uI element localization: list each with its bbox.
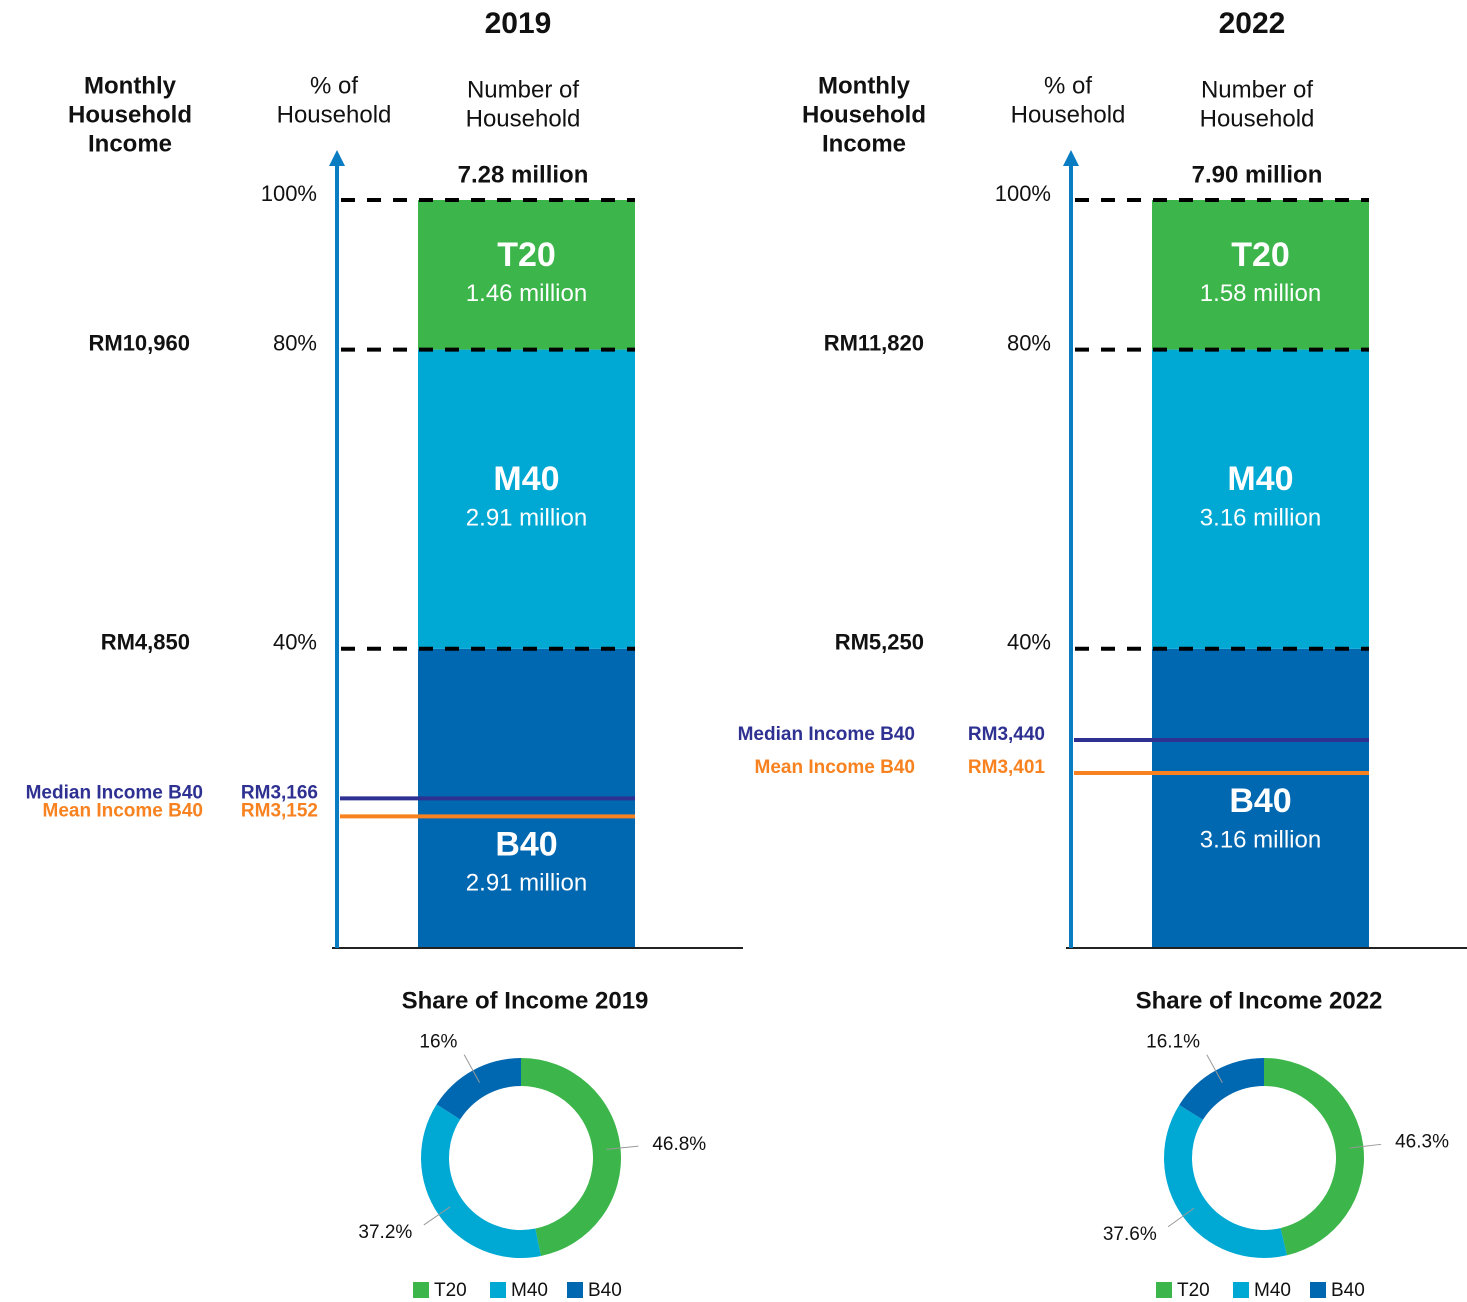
marker-name: Mean Income B40 bbox=[755, 757, 916, 778]
slice-label: 16% bbox=[419, 1031, 457, 1052]
segment-count: 2.91 million bbox=[466, 870, 587, 897]
legend-swatch bbox=[1310, 1282, 1326, 1298]
segment bbox=[1152, 648, 1369, 948]
segment-name: T20 bbox=[497, 236, 556, 274]
income-label: Income bbox=[822, 130, 906, 157]
percent-label: Household bbox=[277, 101, 392, 128]
leader-line bbox=[463, 1054, 481, 1083]
segment bbox=[1152, 200, 1369, 350]
percent-label: % of bbox=[1044, 72, 1092, 99]
percent-label: Household bbox=[1011, 101, 1126, 128]
donut-slice bbox=[521, 1058, 621, 1256]
income-label: Monthly bbox=[818, 72, 911, 99]
threshold-label: RM11,820 bbox=[824, 330, 924, 355]
y-tick-label: 100% bbox=[261, 181, 317, 206]
slice-label: 46.8% bbox=[652, 1134, 706, 1155]
segment-count: 1.58 million bbox=[1200, 280, 1321, 307]
income-label: Household bbox=[802, 101, 926, 128]
slice-label: 16.1% bbox=[1146, 1032, 1200, 1053]
count-label: Household bbox=[1200, 105, 1315, 132]
legend-label: M40 bbox=[1254, 1280, 1291, 1301]
marker-value: RM3,166 bbox=[241, 782, 318, 803]
legend-swatch bbox=[567, 1282, 583, 1298]
income-label: Monthly bbox=[84, 72, 177, 99]
year-title: 2019 bbox=[485, 7, 552, 40]
total-label: 7.90 million bbox=[1192, 161, 1323, 188]
slice-label: 46.3% bbox=[1395, 1132, 1449, 1153]
leader-line bbox=[606, 1145, 639, 1150]
leader-line bbox=[1167, 1207, 1195, 1228]
threshold-label: RM4,850 bbox=[101, 630, 190, 655]
count-label: Number of bbox=[1201, 76, 1313, 103]
legend-swatch bbox=[1233, 1282, 1249, 1298]
donut-slice bbox=[1164, 1104, 1288, 1258]
marker-name: Median Income B40 bbox=[26, 782, 203, 803]
count-label: Household bbox=[466, 105, 581, 132]
slice-label: 37.2% bbox=[358, 1222, 412, 1243]
y-tick-label: 40% bbox=[273, 630, 317, 655]
threshold-label: RM5,250 bbox=[835, 630, 924, 655]
segment-count: 3.16 million bbox=[1200, 505, 1321, 532]
leader-line bbox=[1349, 1143, 1382, 1149]
segment-name: B40 bbox=[495, 825, 557, 863]
legend-label: T20 bbox=[1177, 1280, 1210, 1301]
legend-label: B40 bbox=[588, 1280, 622, 1301]
count-label: Number of bbox=[467, 76, 579, 103]
marker-value: RM3,440 bbox=[968, 724, 1045, 745]
segment-name: T20 bbox=[1231, 236, 1290, 274]
marker-value: RM3,401 bbox=[968, 757, 1046, 778]
segment bbox=[418, 200, 635, 350]
segment-name: M40 bbox=[1227, 460, 1293, 498]
slice-label: 37.6% bbox=[1103, 1224, 1157, 1245]
legend-label: T20 bbox=[434, 1280, 467, 1301]
y-tick-label: 100% bbox=[995, 181, 1051, 206]
legend-swatch bbox=[413, 1282, 429, 1298]
segment bbox=[1152, 349, 1369, 649]
segment-name: M40 bbox=[493, 460, 559, 498]
percent-label: % of bbox=[310, 72, 358, 99]
leader-line bbox=[423, 1206, 451, 1226]
marker-name: Median Income B40 bbox=[738, 724, 915, 745]
legend-swatch bbox=[1156, 1282, 1172, 1298]
axis-arrow bbox=[329, 150, 345, 166]
threshold-label: RM10,960 bbox=[88, 330, 190, 355]
y-tick-label: 40% bbox=[1007, 630, 1051, 655]
legend-label: B40 bbox=[1331, 1280, 1365, 1301]
year-title: 2022 bbox=[1219, 7, 1286, 40]
legend-swatch bbox=[490, 1282, 506, 1298]
pie-title: Share of Income 2019 bbox=[402, 987, 649, 1014]
y-tick-label: 80% bbox=[1007, 330, 1051, 355]
axis-arrow bbox=[1063, 150, 1079, 166]
donut-slice bbox=[1179, 1058, 1264, 1120]
segment-count: 1.46 million bbox=[466, 280, 587, 307]
pie-title: Share of Income 2022 bbox=[1136, 987, 1383, 1014]
leader-line bbox=[1206, 1054, 1223, 1084]
donut-slice bbox=[421, 1104, 541, 1258]
marker-name: Mean Income B40 bbox=[43, 800, 204, 821]
legend-label: M40 bbox=[511, 1280, 548, 1301]
income-label: Income bbox=[88, 130, 172, 157]
y-tick-label: 80% bbox=[273, 330, 317, 355]
segment-count: 2.91 million bbox=[466, 505, 587, 532]
marker-value: RM3,152 bbox=[241, 800, 318, 821]
donut-slice bbox=[1264, 1058, 1364, 1256]
segment bbox=[418, 349, 635, 649]
donut-slice bbox=[436, 1058, 521, 1120]
segment-name: B40 bbox=[1229, 782, 1291, 820]
total-label: 7.28 million bbox=[458, 161, 589, 188]
income-label: Household bbox=[68, 101, 192, 128]
segment-count: 3.16 million bbox=[1200, 826, 1321, 853]
